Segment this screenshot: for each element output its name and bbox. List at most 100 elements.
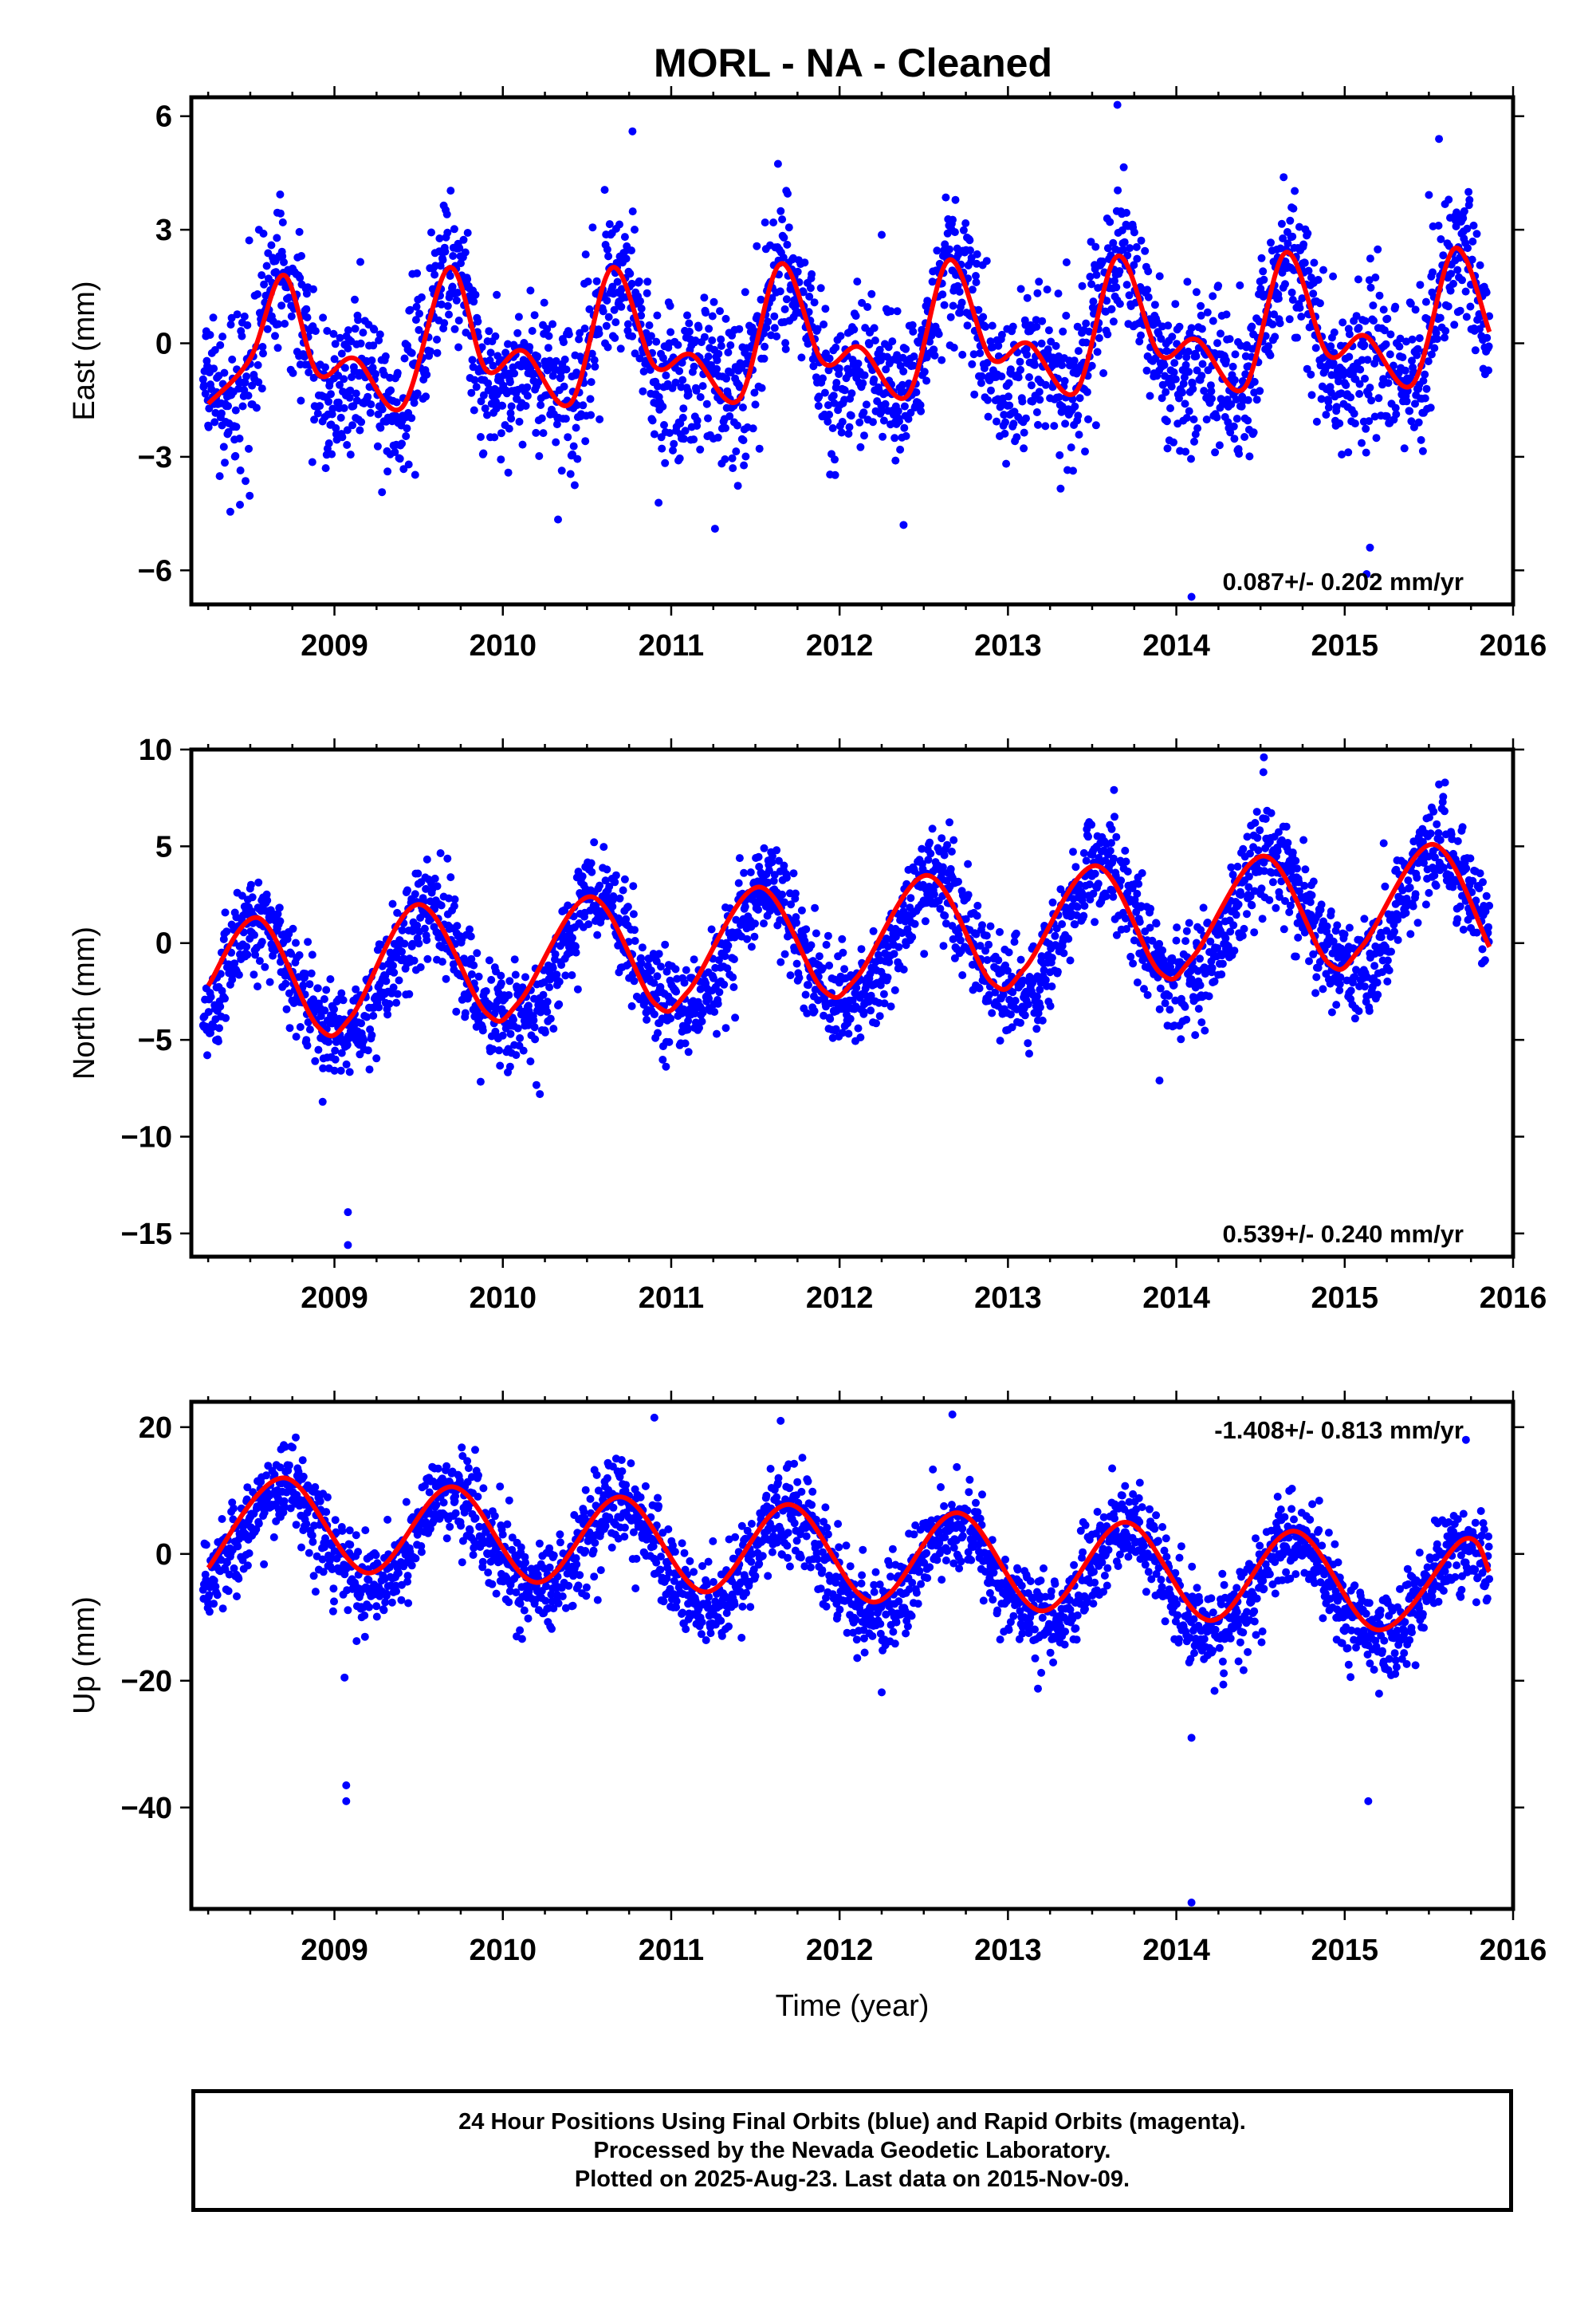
data-point (894, 943, 903, 951)
data-point (548, 964, 557, 972)
data-point (243, 321, 252, 329)
data-point (461, 248, 470, 257)
data-point (1354, 275, 1362, 284)
data-point (313, 984, 322, 993)
data-point (523, 383, 532, 392)
data-point (1111, 813, 1118, 821)
data-point (715, 988, 724, 997)
data-point (1336, 973, 1345, 982)
data-point (1484, 342, 1493, 351)
data-point (821, 305, 830, 313)
data-point (457, 259, 465, 268)
data-point (884, 343, 893, 352)
data-point (713, 1029, 721, 1038)
data-point (949, 301, 957, 310)
data-point (541, 1028, 549, 1037)
data-point (605, 882, 614, 891)
data-point (573, 985, 582, 994)
data-point (608, 282, 617, 291)
data-point (1239, 844, 1248, 853)
data-point (1253, 833, 1262, 842)
data-point (994, 341, 1003, 350)
data-point (1109, 854, 1118, 863)
data-point (1446, 286, 1455, 295)
data-point (722, 374, 731, 383)
data-point (648, 416, 657, 425)
data-point (840, 965, 849, 974)
data-point (615, 220, 623, 229)
data-point (1066, 956, 1075, 965)
data-point (1236, 891, 1245, 899)
data-point (1257, 884, 1266, 893)
data-point (265, 978, 274, 986)
data-point (443, 854, 452, 863)
data-point (773, 159, 782, 168)
data-point (702, 399, 711, 408)
data-point (1407, 417, 1416, 426)
data-point (1005, 401, 1014, 410)
data-point (221, 994, 229, 1003)
data-point (518, 983, 527, 992)
data-point (662, 1062, 670, 1071)
data-point (795, 974, 804, 982)
data-point (610, 305, 619, 314)
data-point (768, 293, 776, 302)
data-point (1152, 919, 1161, 928)
data-point (639, 367, 648, 376)
data-point (199, 381, 208, 390)
data-point (305, 980, 314, 989)
data-point (949, 935, 957, 943)
data-point (378, 405, 387, 414)
data-point (681, 1039, 690, 1048)
data-point (433, 348, 442, 357)
data-point (1129, 959, 1138, 968)
data-point (1380, 326, 1389, 335)
data-point (304, 1018, 313, 1026)
data-point (733, 421, 741, 430)
data-point (232, 423, 241, 431)
data-point (1408, 356, 1416, 365)
data-point (308, 458, 316, 466)
data-point (666, 328, 675, 336)
data-point (463, 229, 472, 237)
data-point (485, 956, 493, 965)
data-point (1304, 266, 1313, 275)
data-point (945, 245, 953, 254)
data-point (802, 925, 811, 934)
data-point (825, 961, 834, 970)
data-point (988, 1009, 997, 1017)
data-point (787, 900, 796, 909)
y-tick-label: 0 (155, 328, 172, 361)
data-point (406, 305, 415, 314)
data-point (1121, 846, 1130, 855)
data-point (1398, 353, 1407, 362)
data-point (1433, 335, 1441, 344)
data-point (957, 298, 966, 307)
data-point (1379, 305, 1388, 314)
data-point (1419, 376, 1428, 385)
data-point (854, 1024, 863, 1033)
data-point (705, 325, 713, 333)
data-point (1322, 411, 1331, 419)
data-point (1340, 930, 1349, 939)
data-point (1346, 393, 1355, 402)
data-point (445, 894, 453, 903)
data-point (1258, 915, 1267, 923)
data-point (1095, 334, 1103, 342)
data-point (1289, 204, 1298, 213)
data-point (776, 958, 785, 966)
data-point (383, 1010, 392, 1019)
data-point (395, 455, 404, 463)
data-point (505, 378, 514, 387)
data-point (628, 332, 637, 340)
data-point (721, 423, 729, 432)
data-point (572, 401, 581, 410)
data-point (616, 344, 625, 353)
data-point (832, 379, 841, 387)
data-point (1112, 283, 1121, 292)
data-point (329, 329, 338, 338)
data-point (1133, 978, 1142, 987)
data-point (461, 1009, 470, 1017)
y-axis-title: East (mm) (68, 281, 101, 420)
data-point (1158, 946, 1167, 954)
